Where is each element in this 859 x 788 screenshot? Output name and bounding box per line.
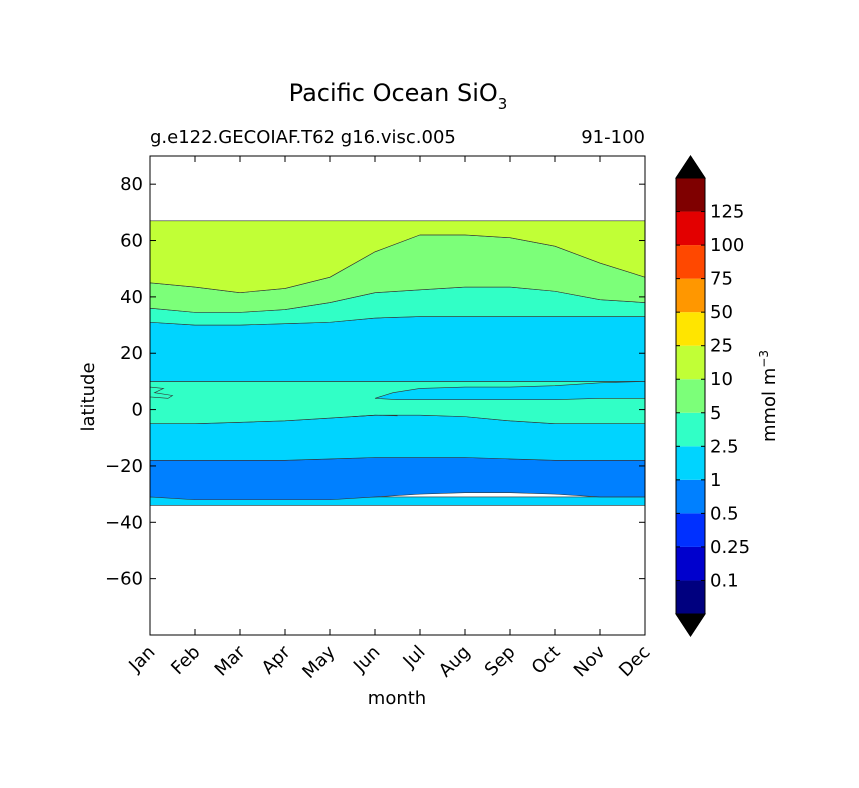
colorbar-bin-10 [676, 245, 705, 279]
y-tick-label-6: −40 [105, 512, 143, 533]
y-axis-label: latitude [78, 362, 99, 431]
chart-subtitle-left: g.e122.GECOIAF.T62 g16.visc.005 [150, 127, 456, 148]
colorbar-bin-3 [676, 479, 705, 514]
y-tick-label-7: −60 [105, 569, 143, 590]
colorbar-tick-label-1: 0.25 [710, 537, 750, 558]
colorbar-bin-0 [676, 580, 705, 614]
x-tick-label-nov: Nov [570, 641, 610, 681]
colorbar-outline [675, 155, 706, 637]
colorbar-bin-11 [676, 211, 705, 246]
colorbar-bin-2 [676, 513, 705, 547]
y-tick-label-0: 80 [120, 174, 143, 195]
colorbar-tick-label-8: 50 [710, 302, 733, 323]
x-tick-label-jun: Jun [349, 642, 384, 677]
x-tick-label-apr: Apr [258, 641, 295, 678]
colorbar-tick-label-2: 0.5 [710, 503, 739, 524]
colorbar-bin-1 [676, 546, 705, 581]
patch-2.5-5-jan-tongue [150, 386, 174, 399]
contour-line-wave [352, 414, 398, 417]
x-tick-label-jan: Jan [124, 642, 159, 677]
colorbar-tick-label-5: 5 [710, 403, 721, 424]
colorbar-bin-12 [676, 178, 705, 212]
x-tick-label-aug: Aug [435, 642, 475, 682]
colorbar-tick-label-3: 1 [710, 470, 721, 491]
plot-frame [149, 155, 646, 636]
contour-fill-layer [150, 220, 645, 506]
x-tick-label-feb: Feb [167, 642, 204, 679]
colorbar-tick-label-6: 10 [710, 369, 733, 390]
contour-band-1-2.5-north [150, 316, 645, 382]
colorbar-label: mmol m−3 [757, 350, 780, 442]
colorbar-tick-label-9: 75 [710, 269, 733, 290]
colorbar-tick-label-10: 100 [710, 235, 744, 256]
x-tick-label-mar: Mar [211, 641, 250, 680]
contour-band-0.5-1 [150, 457, 645, 501]
colorbar-bin-9 [676, 278, 705, 313]
x-tick-label-dec: Dec [615, 642, 654, 681]
chart-subtitle-right: 91-100 [581, 127, 645, 148]
y-tick-label-1: 60 [120, 231, 143, 252]
x-axis-label: month [368, 688, 426, 709]
x-tick-label-oct: Oct [528, 642, 565, 679]
y-tick-label-5: −20 [105, 456, 143, 477]
colorbar-bin-6 [676, 379, 705, 413]
colorbar-extend-max [675, 155, 706, 179]
patch-1-2.5-jul-oct [374, 381, 645, 401]
contour-band-10-25 [150, 220, 645, 293]
x-tick-label-jul: Jul [399, 642, 430, 673]
chart-title: Pacific Ocean SiO3 [289, 79, 508, 113]
colorbar-tick-label-7: 25 [710, 336, 733, 357]
y-tick-label-3: 20 [120, 343, 143, 364]
colorbar-bin-7 [676, 345, 705, 380]
colorbar-tick-label-11: 125 [710, 202, 744, 223]
colorbar-extend-min [675, 613, 706, 637]
y-axis: 80 60 40 20 0 −20 −40 −60 [105, 174, 645, 590]
colorbar: 0.1 0.25 0.5 1 2.5 5 10 25 50 75 100 125 [675, 155, 750, 637]
y-tick-label-4: 0 [132, 400, 143, 421]
colorbar-bin-5 [676, 412, 705, 447]
y-tick-label-2: 40 [120, 287, 143, 308]
x-tick-label-may: May [298, 641, 339, 682]
colorbar-tick-label-4: 2.5 [710, 436, 739, 457]
colorbar-bin-4 [676, 446, 705, 480]
colorbar-tick-label-0: 0.1 [710, 570, 739, 591]
colorbar-bin-8 [676, 312, 705, 346]
x-tick-label-sep: Sep [481, 642, 520, 681]
